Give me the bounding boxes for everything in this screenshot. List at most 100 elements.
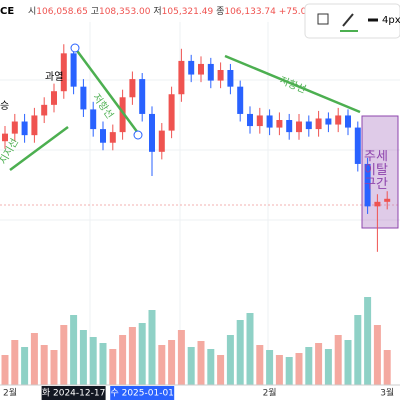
o-label: 시 xyxy=(28,6,36,17)
volume-bar xyxy=(315,343,323,385)
candle-body xyxy=(325,118,332,125)
candle-body xyxy=(178,60,185,95)
volume-bar xyxy=(207,349,215,385)
volume-bar xyxy=(70,315,78,385)
volume-bar xyxy=(138,323,146,385)
toolbar-bg xyxy=(304,3,400,39)
candle-body xyxy=(51,91,57,105)
candle-body xyxy=(354,127,361,164)
candle-body xyxy=(31,115,38,136)
candle-body xyxy=(227,70,234,87)
candle-body xyxy=(305,121,312,130)
volume-bar xyxy=(109,349,117,385)
volume-bar xyxy=(256,345,264,385)
candle-body xyxy=(90,109,97,130)
toolbar[interactable]: 4px xyxy=(304,3,400,39)
volume-bar xyxy=(236,320,244,385)
volume-bar xyxy=(1,355,9,385)
volume-bar xyxy=(246,313,254,385)
candle-body xyxy=(198,63,204,75)
volume-bar xyxy=(226,335,234,385)
volume-bar xyxy=(285,357,293,385)
header-bg xyxy=(0,0,400,22)
volume-bar xyxy=(217,355,225,385)
volume-bar xyxy=(60,325,68,385)
candle-body xyxy=(364,163,371,207)
x-tick-label: 2월 xyxy=(263,387,277,399)
candle-body xyxy=(41,104,48,116)
x-tick-label: 수 2025-01-01 xyxy=(110,388,173,399)
volume-bar xyxy=(324,349,332,385)
volume-bar xyxy=(79,330,87,385)
volume-bar xyxy=(305,347,313,385)
candle-body xyxy=(11,121,18,134)
x-tick-label: 화 2024-12-17 xyxy=(42,388,105,399)
candle-body xyxy=(207,63,214,81)
x-tick-label: 3월 xyxy=(380,387,394,399)
annotation: 승 xyxy=(0,100,9,112)
candle-body xyxy=(276,120,283,128)
candle-body xyxy=(374,201,381,207)
volume-bar xyxy=(119,335,127,385)
candle-body xyxy=(237,86,244,114)
candle-body xyxy=(188,60,195,75)
symbol: CE xyxy=(0,6,14,17)
volume-bar xyxy=(373,325,381,385)
candle-body xyxy=(286,120,293,133)
candle-body xyxy=(70,53,77,87)
volume-bar xyxy=(21,347,29,385)
x-tick-label: 2월 xyxy=(3,387,17,399)
volume-bar xyxy=(40,345,48,385)
crosshair-label-bg xyxy=(110,386,175,400)
candle-body xyxy=(21,121,28,136)
candle-body xyxy=(384,198,391,202)
l: 105,321.49 xyxy=(162,7,214,17)
chg: +75.08 xyxy=(279,7,313,17)
volume-bar xyxy=(383,350,391,385)
c-label: 종 xyxy=(216,6,224,17)
box-label: 추세 이탈 구간 xyxy=(364,150,388,192)
candle-body xyxy=(119,97,126,133)
box-label-wrap: 추세 이탈 구간 xyxy=(364,150,388,192)
candle-body xyxy=(100,129,106,143)
ohlc: 시106,058.65 고108,353.00 저105,321.49 종106… xyxy=(28,6,312,17)
candle-body xyxy=(168,94,175,131)
candle-body xyxy=(247,113,253,127)
h: 108,353.00 xyxy=(99,7,151,17)
candle-body xyxy=(266,115,273,128)
volume-bar xyxy=(177,330,185,385)
candle-body xyxy=(80,86,87,110)
volume-bar xyxy=(99,343,107,385)
volume-bar xyxy=(187,347,195,385)
icon-layout[interactable] xyxy=(317,13,329,25)
candle-body xyxy=(139,79,146,114)
volume-bar xyxy=(295,353,303,385)
volume-bar xyxy=(11,340,19,385)
candle-body xyxy=(60,53,67,92)
volume-bar xyxy=(197,341,205,385)
icon-pen[interactable] xyxy=(342,13,354,27)
volume-bar xyxy=(158,345,166,385)
volume-bar xyxy=(50,350,58,385)
h-label: 고 xyxy=(91,7,99,17)
volume-bar xyxy=(364,297,372,385)
candle-body xyxy=(129,79,136,98)
candle-body xyxy=(345,115,351,128)
trend-lines xyxy=(9,43,361,172)
volume-bar xyxy=(168,340,176,385)
l-label: 저 xyxy=(153,6,161,17)
candle-body xyxy=(109,132,116,143)
volume-bar xyxy=(334,335,342,385)
volume-bar xyxy=(344,340,352,385)
volume-bar xyxy=(148,310,156,385)
volume-bar xyxy=(266,350,274,385)
brush-size[interactable]: 4px xyxy=(382,15,400,26)
candle-body xyxy=(158,130,165,152)
candle-body xyxy=(149,113,155,152)
o: 106,058.65 xyxy=(36,7,88,17)
candle-body xyxy=(296,121,302,133)
volume-bar xyxy=(89,337,97,385)
annotation: 과열 xyxy=(45,71,63,83)
candle-body xyxy=(2,133,8,142)
